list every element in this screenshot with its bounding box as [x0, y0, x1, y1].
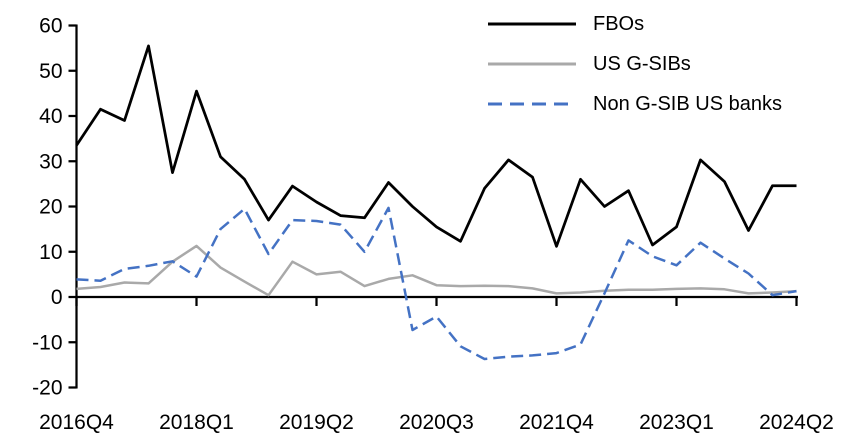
- legend-label-non-gsib-us-banks: Non G-SIB US banks: [593, 93, 782, 115]
- non-gsib-us-banks-line: [76, 206, 797, 361]
- y-axis-tick-label: 40: [39, 105, 62, 128]
- legend-label-fbos: FBOs: [593, 13, 645, 35]
- x-axis-tick-label: 2020Q3: [399, 411, 474, 434]
- y-axis-tick-label: 10: [39, 241, 62, 264]
- x-axis-tick-label: 2016Q4: [39, 411, 114, 434]
- x-axis-tick-label: 2021Q4: [519, 411, 594, 434]
- legend-item-us-gsibs: US G-SIBs: [486, 44, 782, 84]
- legend-item-non-gsib-us-banks: Non G-SIB US banks: [486, 84, 782, 124]
- y-axis-tick-label: 30: [39, 150, 62, 173]
- fbos-line-sample: [488, 22, 576, 26]
- non-gsib-us-banks-line-sample: [488, 102, 576, 106]
- legend-label-us-gsibs: US G-SIBs: [593, 53, 691, 75]
- legend-item-fbos: FBOs: [486, 4, 782, 44]
- x-axis-tick-label: 2018Q1: [159, 411, 234, 434]
- y-axis-tick-label: 0: [51, 286, 63, 309]
- chart-legend: FBOs US G-SIBs Non G-SIB US banks: [486, 4, 782, 124]
- us-gsibs-line: [76, 244, 797, 297]
- y-axis-tick-label: -10: [32, 331, 62, 354]
- y-axis-tick-label: -20: [32, 377, 62, 400]
- x-axis-tick-label: 2019Q2: [279, 411, 354, 434]
- y-axis-tick-label: 50: [39, 60, 62, 83]
- x-axis-tick-label: 2024Q2: [759, 411, 834, 434]
- fbos-line: [75, 44, 797, 248]
- x-axis-tick-label: 2023Q1: [639, 411, 714, 434]
- y-axis-tick-label: 20: [39, 196, 62, 219]
- y-axis-tick-label: 60: [39, 15, 62, 38]
- us-gsibs-line-sample: [488, 62, 576, 66]
